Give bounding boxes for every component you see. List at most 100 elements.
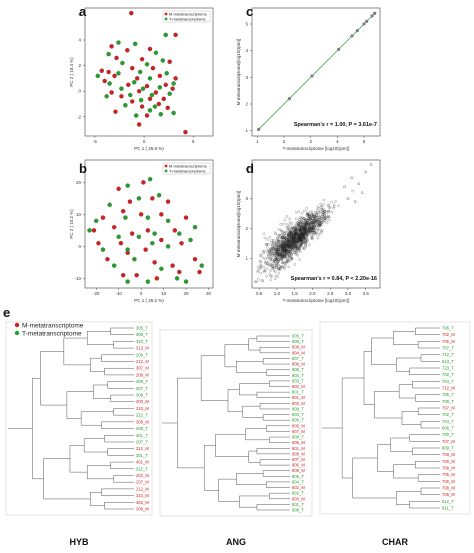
data-point <box>265 250 269 254</box>
data-point <box>326 215 329 218</box>
x-tick-label: -20 <box>93 291 100 296</box>
y-tick-label: 2 <box>245 102 248 107</box>
data-point <box>285 242 288 246</box>
data-point <box>271 246 274 250</box>
data-point <box>134 273 139 278</box>
leaf-label: 706_M <box>442 479 455 484</box>
data-point <box>297 224 300 228</box>
leaf-label: 801_T <box>292 390 304 395</box>
data-point <box>165 105 170 111</box>
data-point <box>277 263 280 267</box>
data-point <box>282 233 286 237</box>
data-point <box>292 236 296 240</box>
data-point <box>91 228 97 233</box>
leaf-label: 809_M <box>292 345 305 350</box>
leaf-label: 803_M <box>292 401 305 406</box>
data-point <box>271 254 275 257</box>
data-point <box>281 231 285 234</box>
data-point <box>171 110 176 116</box>
data-point <box>147 108 153 113</box>
data-point <box>337 47 341 51</box>
leaf-label: 806_T <box>292 508 304 513</box>
data-point <box>288 231 292 234</box>
data-point <box>275 251 279 254</box>
data-point <box>314 215 317 218</box>
data-point <box>165 199 171 204</box>
dendrogram-branch <box>236 361 267 373</box>
legend-marker <box>164 12 168 16</box>
data-point <box>254 280 257 284</box>
data-point <box>273 241 277 245</box>
data-point <box>129 10 134 16</box>
dendrogram-branch <box>239 383 270 396</box>
dendrogram-branch <box>90 491 105 506</box>
dendrogram-branch <box>227 389 243 413</box>
x-tick-label: 2.5 <box>327 291 334 296</box>
data-point <box>304 228 307 232</box>
data-point <box>309 218 312 221</box>
data-point <box>265 243 269 247</box>
y-axis-label: M-metatranscriptome[log10(rpm)] <box>236 39 241 106</box>
data-point <box>125 279 130 284</box>
dendrogram-branch <box>352 457 397 499</box>
data-point <box>188 237 193 243</box>
data-point <box>136 196 142 201</box>
data-point <box>158 112 164 117</box>
data-point <box>369 163 373 166</box>
data-point <box>297 228 300 231</box>
data-point <box>100 247 106 252</box>
data-point <box>287 265 291 269</box>
data-point <box>277 271 281 275</box>
data-point <box>310 222 313 226</box>
leaf-label: 804_T <box>292 373 304 378</box>
data-point <box>130 65 135 71</box>
data-point <box>147 76 153 81</box>
data-point <box>159 212 164 217</box>
data-point <box>288 255 291 258</box>
data-point <box>170 263 175 268</box>
data-point <box>274 243 277 247</box>
leaf-label: 801_T <box>292 502 304 507</box>
leaf-label: 609_T <box>442 446 454 451</box>
legend-label: T-metatranscriptome <box>169 169 206 174</box>
leaf-label: 804_T <box>292 479 304 484</box>
data-point <box>274 274 278 278</box>
data-point <box>297 235 301 238</box>
data-point <box>300 219 303 223</box>
data-point <box>173 32 178 38</box>
dendrogram-branch <box>110 394 134 402</box>
data-point <box>157 73 163 79</box>
data-point <box>304 243 307 246</box>
data-point <box>256 266 260 269</box>
data-point <box>278 267 281 270</box>
data-point <box>163 32 168 38</box>
data-point <box>300 236 303 239</box>
data-point <box>312 221 316 225</box>
leaf-label: 706_M <box>442 492 455 497</box>
dendrogram-branch <box>409 501 440 509</box>
data-point <box>297 241 300 244</box>
data-point <box>327 215 331 218</box>
data-point <box>323 220 326 224</box>
data-point <box>286 237 290 241</box>
data-point <box>321 213 324 217</box>
leaf-label: 805_M <box>292 423 305 428</box>
data-point <box>277 267 281 271</box>
data-point <box>268 251 272 255</box>
panel-letter-e: e <box>3 305 10 320</box>
data-point <box>270 264 273 267</box>
data-point <box>266 256 269 260</box>
data-point <box>285 231 288 234</box>
panel-b: -20 -10 0 10 20 30 -10 0 10 20 PC 1 ( 26.2 %) PC 2 … <box>69 159 214 303</box>
dendrogram-branch <box>104 367 134 376</box>
leaf-label: 808_M <box>292 468 305 473</box>
data-point <box>360 191 364 194</box>
panel-d: 0.5 1.0 1.5 2.0 2.5 3.0 3.5 1 2 3 4 T-metatranscrip… <box>236 159 381 303</box>
data-point <box>285 225 288 229</box>
leaf-label: 702_T <box>442 412 454 417</box>
data-point <box>291 225 294 229</box>
data-point <box>276 241 280 245</box>
data-point <box>308 243 311 246</box>
data-point <box>272 269 276 273</box>
data-point <box>136 234 142 239</box>
